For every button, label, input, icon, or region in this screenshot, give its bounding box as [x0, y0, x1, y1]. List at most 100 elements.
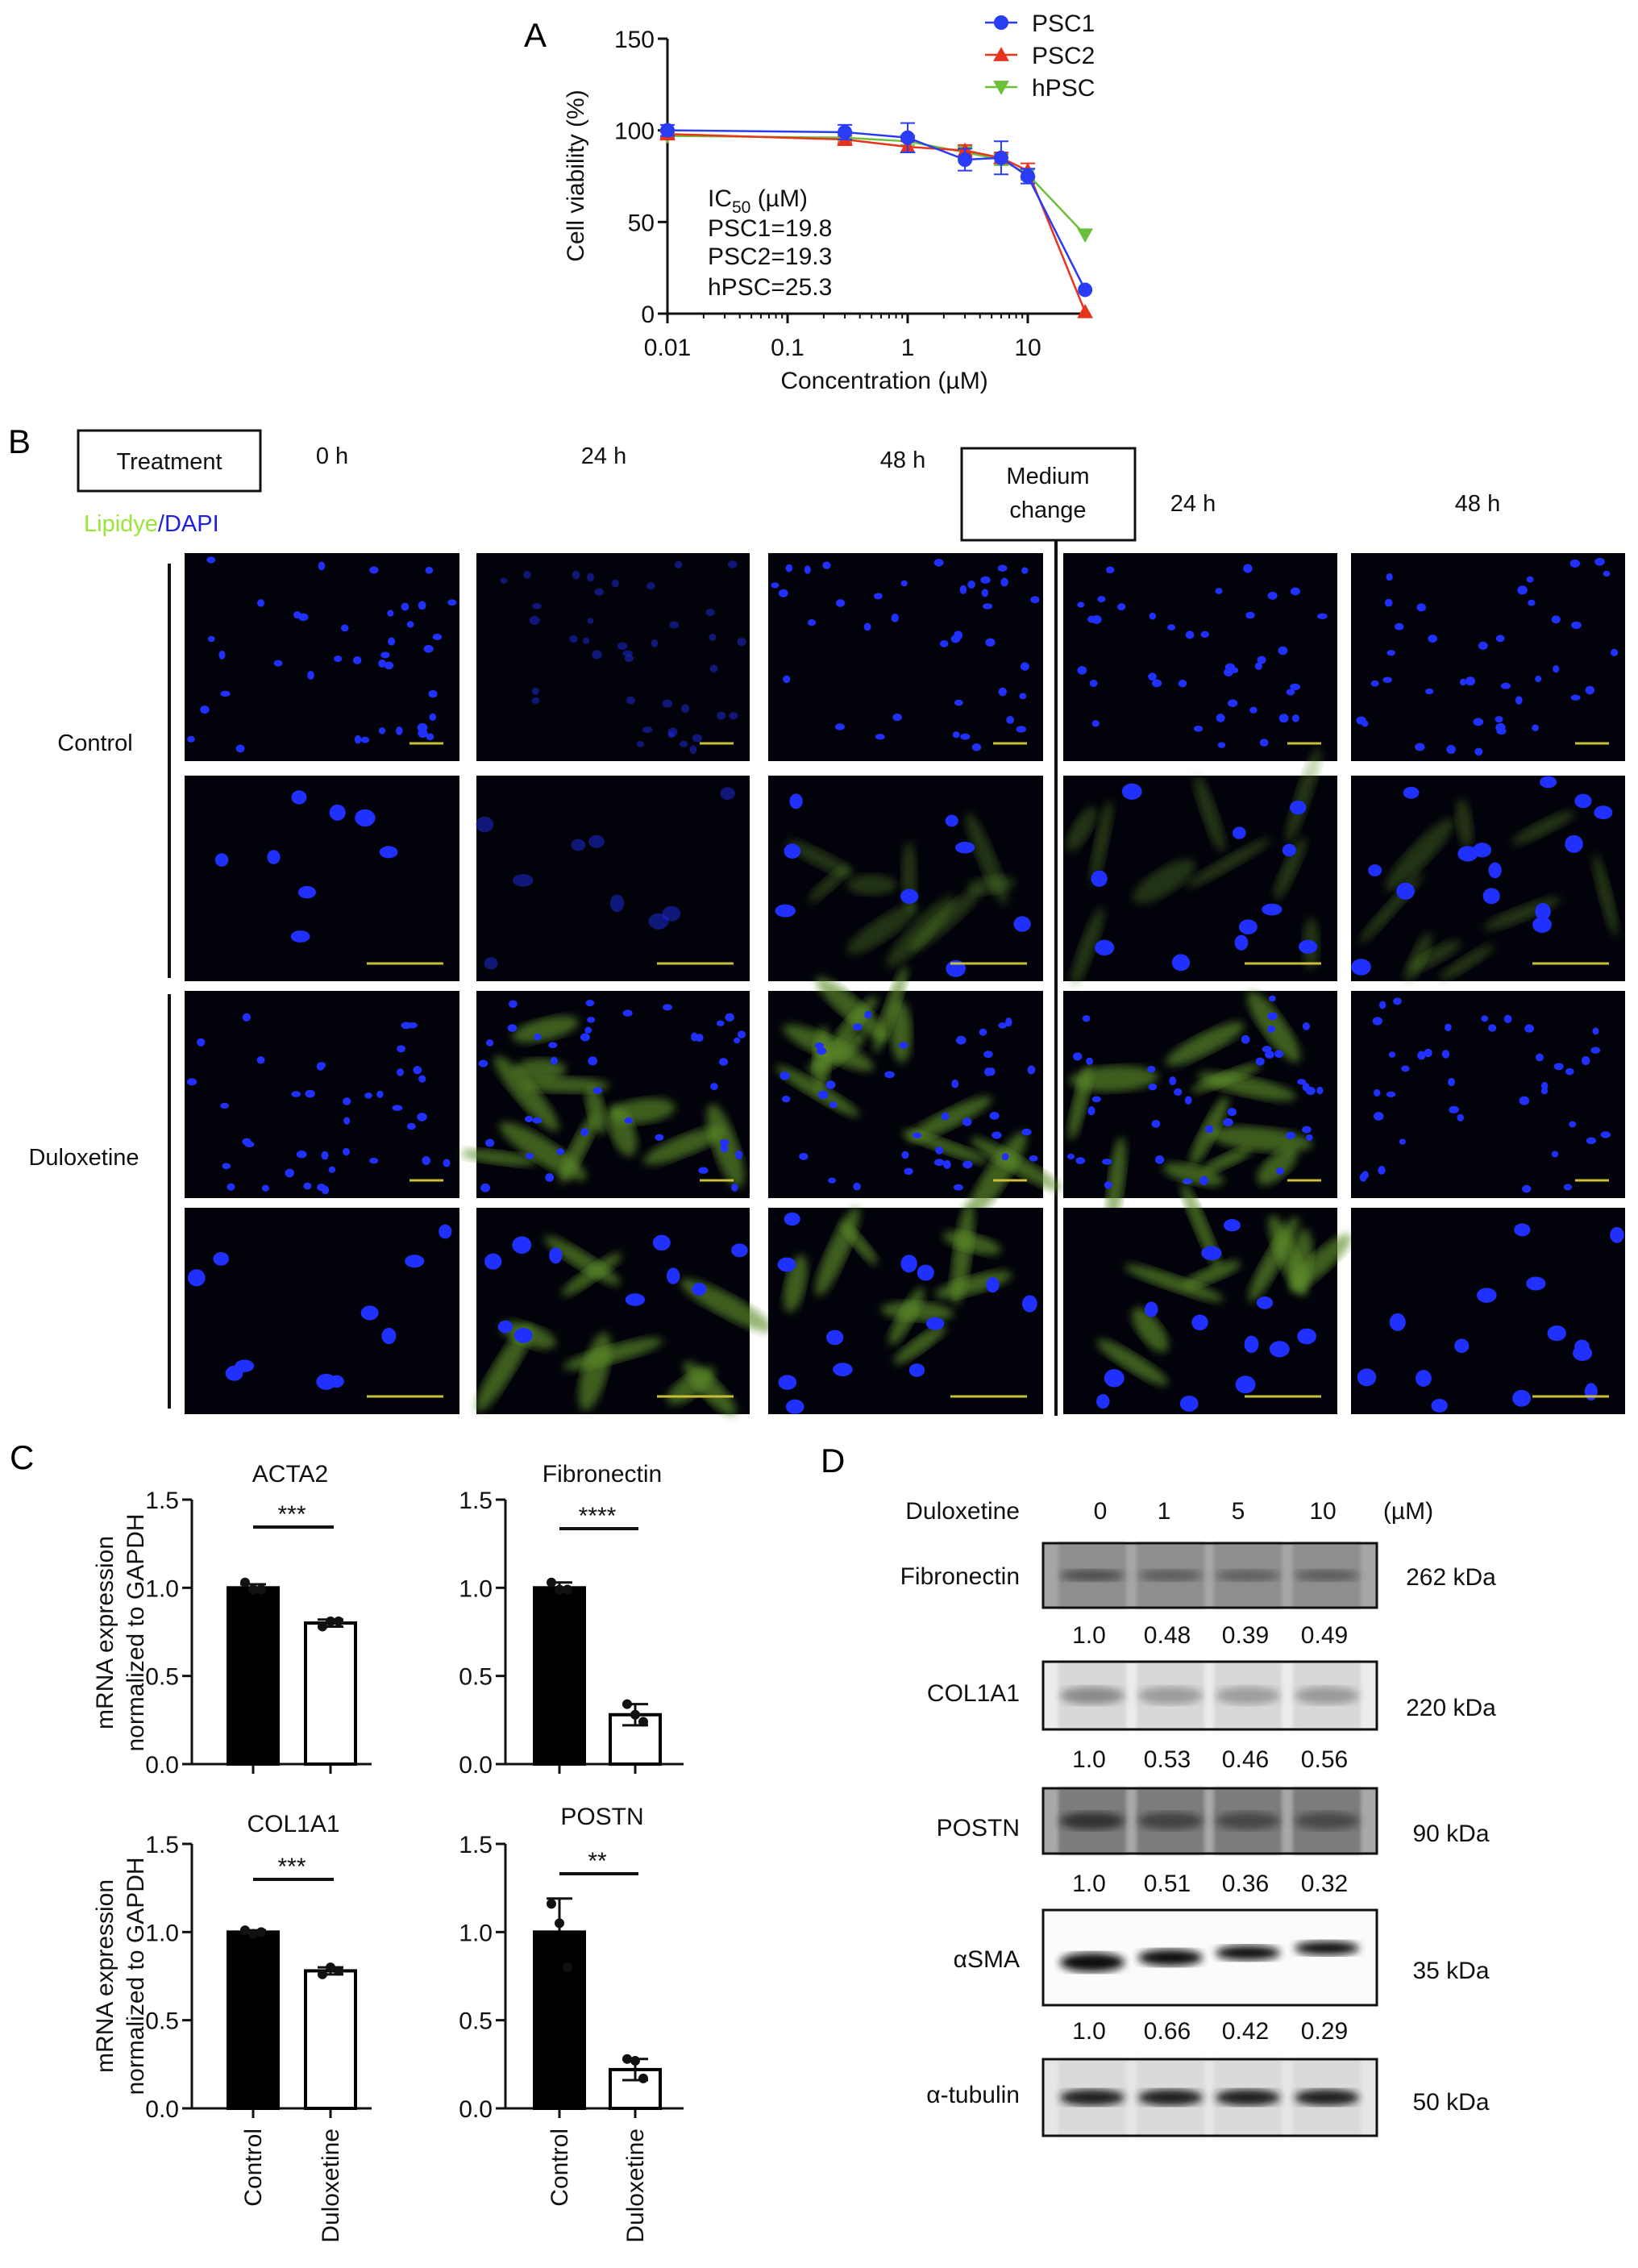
- band-quantification: 0.29: [1301, 2018, 1348, 2045]
- nucleus: [1386, 1091, 1396, 1097]
- nucleus: [954, 630, 963, 640]
- nucleus: [1457, 1113, 1464, 1122]
- nucleus: [513, 874, 534, 887]
- nucleus: [731, 1243, 748, 1258]
- nucleus: [729, 712, 738, 720]
- nucleus: [1526, 576, 1534, 583]
- nucleus: [378, 727, 386, 734]
- blot-frame: [1041, 1908, 1378, 2007]
- lipid-stain-cell: [943, 1230, 1001, 1255]
- row-label-control: Control: [57, 730, 133, 756]
- nucleus: [1551, 1151, 1559, 1158]
- nucleus: [1167, 624, 1176, 630]
- nucleus: [655, 1134, 664, 1141]
- protein-band: [1216, 2089, 1280, 2106]
- protein-band: [1138, 1949, 1203, 1966]
- nucleus: [1528, 599, 1536, 606]
- nucleus: [585, 1000, 595, 1007]
- lipid-stain-cell: [643, 1126, 725, 1165]
- nucleus: [1256, 1296, 1274, 1309]
- nucleus: [405, 1255, 425, 1268]
- nucleus: [1255, 1057, 1265, 1066]
- nucleus: [486, 1039, 494, 1047]
- band-quantification: 0.66: [1144, 2018, 1191, 2045]
- y-tick-label: 1.0: [459, 1575, 493, 1602]
- band-quantification: 0.53: [1144, 1746, 1191, 1773]
- nucleus: [1245, 611, 1255, 619]
- mrna-bar-charts: ACTA2 0.0 0.5 1.0 1.5 *** Fibronectin 0.0 0.5 1.0…: [145, 1461, 684, 2243]
- nucleus: [545, 1173, 555, 1182]
- ic50-psc1: PSC1=19.8: [708, 215, 832, 242]
- nucleus: [717, 711, 726, 720]
- nucleus: [242, 1013, 251, 1022]
- nucleus: [1235, 1375, 1256, 1394]
- nucleus: [1087, 1106, 1095, 1116]
- treatment-label: Treatment: [116, 449, 222, 475]
- nucleus: [780, 1072, 790, 1080]
- nucleus: [1016, 726, 1027, 733]
- nucleus: [1424, 1048, 1432, 1058]
- nucleus: [500, 577, 508, 584]
- nucleus: [549, 1247, 563, 1264]
- nucleus: [1388, 1051, 1396, 1058]
- nucleus: [863, 622, 871, 631]
- blot-3: POSTN 90 kDa 1.0 0.51 0.36 0.32: [937, 1787, 1490, 1897]
- lipid-stain-cell: [816, 976, 888, 1042]
- nucleus: [951, 1079, 959, 1088]
- nucleus: [662, 699, 673, 708]
- legend-label: PSC1: [1032, 10, 1095, 37]
- nucleus: [1199, 1176, 1208, 1185]
- nucleus: [379, 846, 398, 859]
- ic50-hpsc: hPSC=25.3: [708, 274, 832, 301]
- data-point: [993, 150, 1008, 165]
- nucleus: [532, 1117, 543, 1124]
- lipid-stain-cell: [1248, 1216, 1299, 1302]
- lipid-stain-cell: [1133, 859, 1195, 904]
- band-quantification: 0.36: [1222, 1871, 1269, 1897]
- nucleus: [646, 582, 655, 590]
- nucleus: [853, 1182, 861, 1191]
- panel-label-d: D: [821, 1442, 845, 1479]
- nucleus: [826, 1330, 844, 1346]
- nucleus: [829, 1101, 838, 1109]
- nucleus: [1457, 846, 1478, 862]
- time-label-24h: 24 h: [581, 443, 626, 469]
- y-tick-label: 1.0: [145, 1920, 179, 1946]
- nucleus: [1592, 1027, 1599, 1035]
- nucleus: [1535, 675, 1542, 683]
- blot-2: COL1A1 220 kDa 1.0 0.53 0.46 0.56: [927, 1660, 1496, 1773]
- nucleus: [478, 1059, 488, 1067]
- nucleus: [692, 734, 702, 743]
- nucleus: [387, 637, 396, 646]
- replicate-point: [547, 1577, 556, 1588]
- lipid-stain-cell: [667, 1367, 716, 1404]
- micrograph: [1351, 553, 1625, 761]
- nucleus: [187, 735, 195, 743]
- nucleus: [507, 1024, 518, 1032]
- nucleus: [1154, 1155, 1165, 1164]
- nucleus: [1200, 630, 1209, 638]
- nucleus: [1386, 650, 1395, 656]
- protein-band: [1060, 1570, 1125, 1581]
- lipid-stain-cell: [787, 840, 854, 877]
- nucleus: [864, 1010, 872, 1019]
- nucleus: [992, 1131, 1002, 1139]
- micrograph: [476, 776, 750, 981]
- nucleus: [376, 1090, 384, 1098]
- y-tick-label: 0.0: [145, 1752, 179, 1779]
- nucleus: [731, 1184, 738, 1192]
- nucleus: [1148, 672, 1157, 681]
- nucleus: [785, 1399, 804, 1414]
- nucleus: [1399, 1138, 1406, 1145]
- nucleus: [1223, 1219, 1241, 1232]
- panel-label-c: C: [10, 1438, 34, 1476]
- replicate-point: [630, 2055, 640, 2066]
- nucleus: [316, 1373, 337, 1390]
- nucleus: [220, 690, 231, 697]
- nucleus: [1215, 588, 1223, 594]
- nucleus: [648, 913, 669, 930]
- nucleus: [293, 611, 301, 619]
- y-tick-label: 1.5: [145, 1488, 179, 1514]
- row-label-duloxetine: Duloxetine: [28, 1145, 139, 1171]
- x-tick-label: 10: [1014, 335, 1041, 361]
